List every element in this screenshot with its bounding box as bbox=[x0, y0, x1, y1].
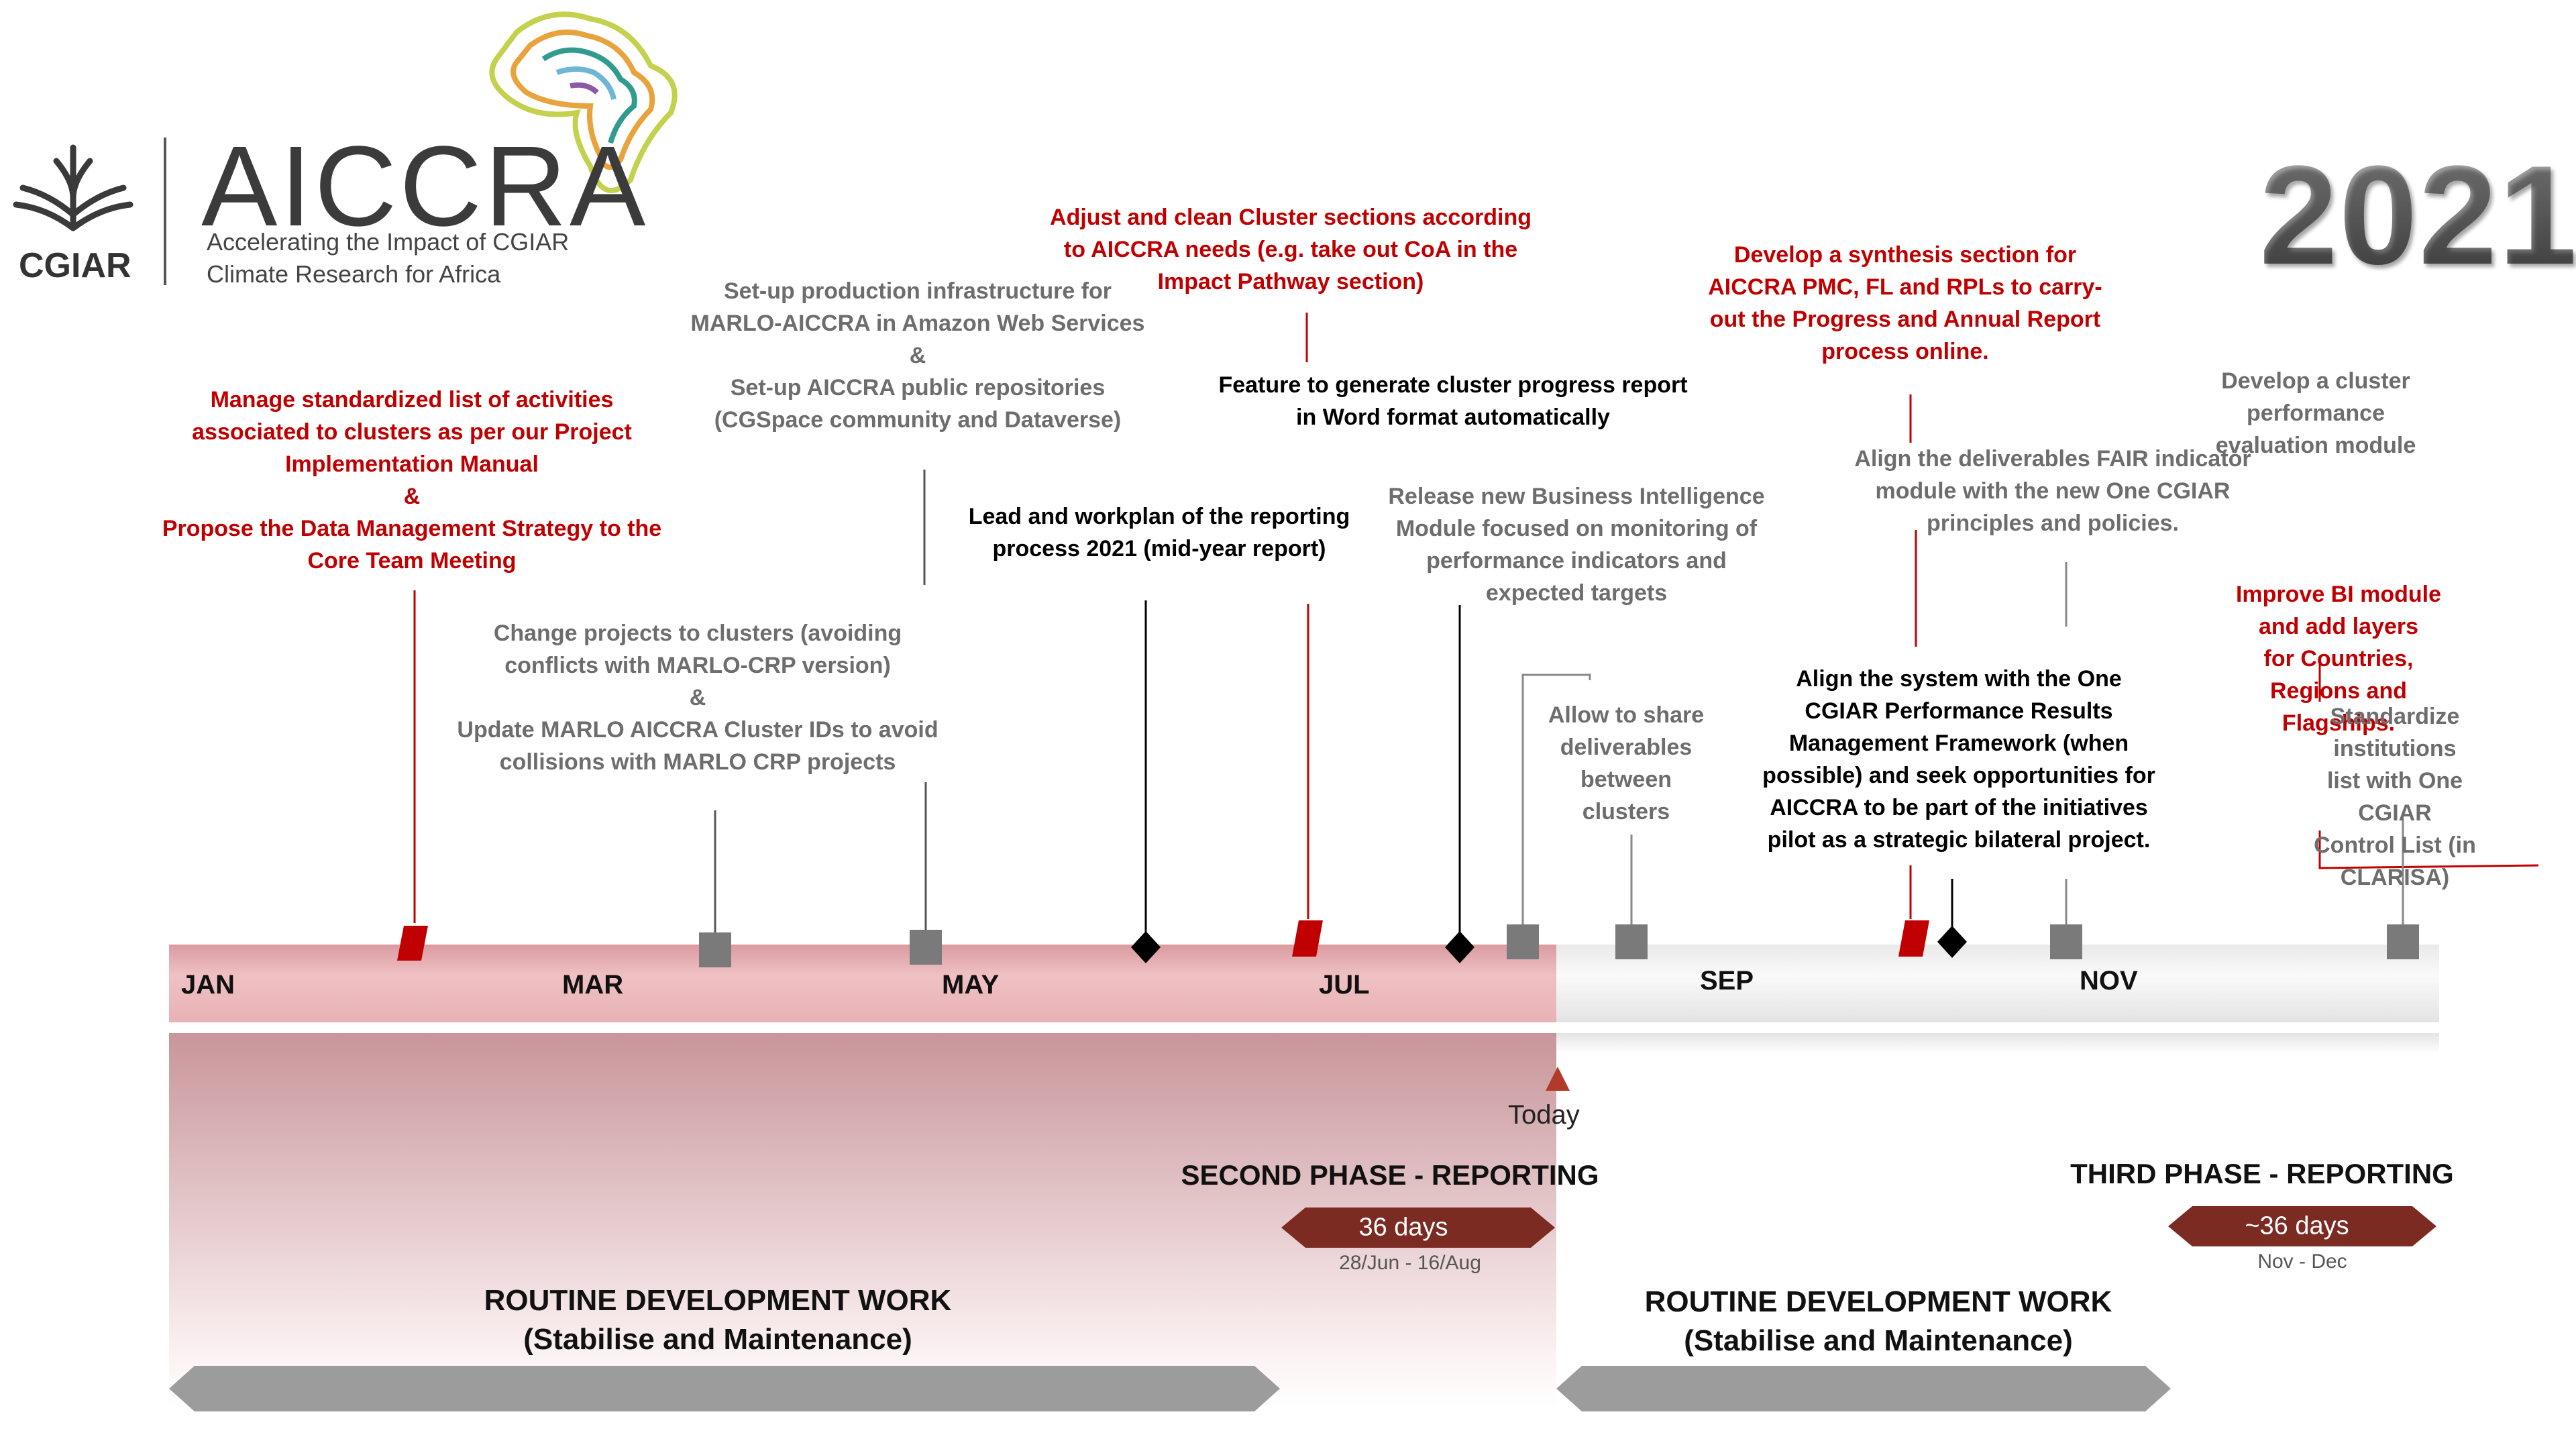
logo-divider bbox=[164, 138, 166, 285]
marker-diamond-oct bbox=[1937, 926, 1967, 958]
cgiar-logo: CGIAR bbox=[9, 134, 137, 288]
annotation-reporting-workplan: Lead and workplan of the reporting proce… bbox=[968, 504, 1350, 561]
future-band-shadow bbox=[1556, 1033, 2439, 1053]
third-phase-title: THIRD PHASE - REPORTING bbox=[2070, 1158, 2454, 1189]
annotation-share-deliverables: Allow to share deliverables between clus… bbox=[1548, 702, 1705, 824]
annotation-cluster-performance: Develop a cluster performance evaluation… bbox=[2215, 368, 2416, 458]
third-phase-duration: ~36 days bbox=[2245, 1212, 2349, 1240]
annotation-fair-indicator: Align the deliverables FAIR indicator mo… bbox=[1854, 446, 2251, 536]
annotation-one-cgiar-alignment: Align the system with the One CGIAR Perf… bbox=[1762, 666, 2155, 853]
africa-fingerprint-icon bbox=[489, 11, 678, 193]
second-phase-title: SECOND PHASE - REPORTING bbox=[1181, 1159, 1599, 1191]
month-jul: JUL bbox=[1319, 970, 1370, 1000]
marker-gray-nov bbox=[2050, 924, 2082, 959]
marker-gray-dec bbox=[2387, 924, 2419, 959]
month-mar: MAR bbox=[562, 970, 624, 1000]
connector-today bbox=[1521, 674, 1591, 932]
second-phase-arrow bbox=[1281, 1208, 1555, 1248]
aiccra-wordmark: AICCRA bbox=[201, 123, 649, 250]
annotation-cluster-sections: Adjust and clean Cluster sections accord… bbox=[1050, 205, 1532, 294]
timeline-band-future bbox=[1556, 945, 2439, 1022]
third-phase-arrow bbox=[2168, 1206, 2436, 1246]
connector-a13-b bbox=[2318, 830, 2539, 869]
cgiar-wheat-icon bbox=[13, 144, 133, 231]
marker-gray-aug bbox=[1507, 924, 1539, 959]
aiccra-tagline-1: Accelerating the Impact of CGIAR bbox=[207, 228, 570, 256]
cgiar-wordmark: CGIAR bbox=[19, 246, 131, 285]
aiccra-tagline-2: Climate Research for Africa bbox=[207, 260, 501, 288]
marker-gray-may bbox=[910, 930, 942, 965]
marker-red-oct bbox=[1898, 920, 1929, 957]
marker-diamond-jun bbox=[1131, 931, 1161, 963]
annotation-aws-infrastructure: Set-up production infrastructure for MAR… bbox=[690, 278, 1145, 433]
marker-gray-mar bbox=[699, 932, 731, 967]
second-phase-dates: 28/Jun - 16/Aug bbox=[1339, 1252, 1481, 1274]
marker-red-jul bbox=[1292, 920, 1323, 957]
annotation-projects-to-clusters: Change projects to clusters (avoiding co… bbox=[457, 621, 938, 775]
year-title: 2021 bbox=[2259, 134, 2576, 297]
marker-diamond-aug bbox=[1445, 931, 1474, 963]
marker-gray-sep bbox=[1615, 924, 1648, 959]
annotation-word-report-feature: Feature to generate cluster progress rep… bbox=[1218, 372, 1688, 430]
routine-arrow-future bbox=[1556, 1366, 2171, 1411]
month-sep: SEP bbox=[1700, 966, 1754, 996]
routine-work-past-title: ROUTINE DEVELOPMENT WORK (Stabilise and M… bbox=[484, 1281, 952, 1359]
today-label: Today bbox=[1508, 1100, 1580, 1130]
third-phase-dates: Nov - Dec bbox=[2257, 1250, 2347, 1273]
annotation-bi-module: Release new Business Intelligence Module… bbox=[1388, 484, 1765, 606]
routine-title-1: ROUTINE DEVELOPMENT WORK bbox=[484, 1284, 952, 1317]
annotation-activities-data-strategy: Manage standardized list of activities a… bbox=[162, 387, 662, 574]
annotation-synthesis-section: Develop a synthesis section for AICCRA P… bbox=[1708, 242, 2102, 364]
routine-arrow-past bbox=[169, 1366, 1280, 1411]
annotation-improve-bi: Improve BI module and add layers for Cou… bbox=[2235, 582, 2442, 736]
month-may: MAY bbox=[942, 970, 1000, 1000]
month-nov: NOV bbox=[2080, 966, 2138, 996]
month-jan: JAN bbox=[181, 970, 235, 1000]
routine-title-2: ROUTINE DEVELOPMENT WORK bbox=[1644, 1285, 2112, 1318]
routine-work-future-title: ROUTINE DEVELOPMENT WORK (Stabilise and M… bbox=[1645, 1283, 2112, 1360]
routine-subtitle-1: (Stabilise and Maintenance) bbox=[523, 1323, 912, 1356]
routine-subtitle-2: (Stabilise and Maintenance) bbox=[1684, 1324, 2073, 1357]
second-phase-duration: 36 days bbox=[1358, 1213, 1448, 1242]
today-marker-icon bbox=[1546, 1067, 1570, 1091]
annotation-standardize-institutions: Standardize institutions list with One C… bbox=[2314, 704, 2476, 890]
marker-red-jan bbox=[397, 926, 428, 961]
